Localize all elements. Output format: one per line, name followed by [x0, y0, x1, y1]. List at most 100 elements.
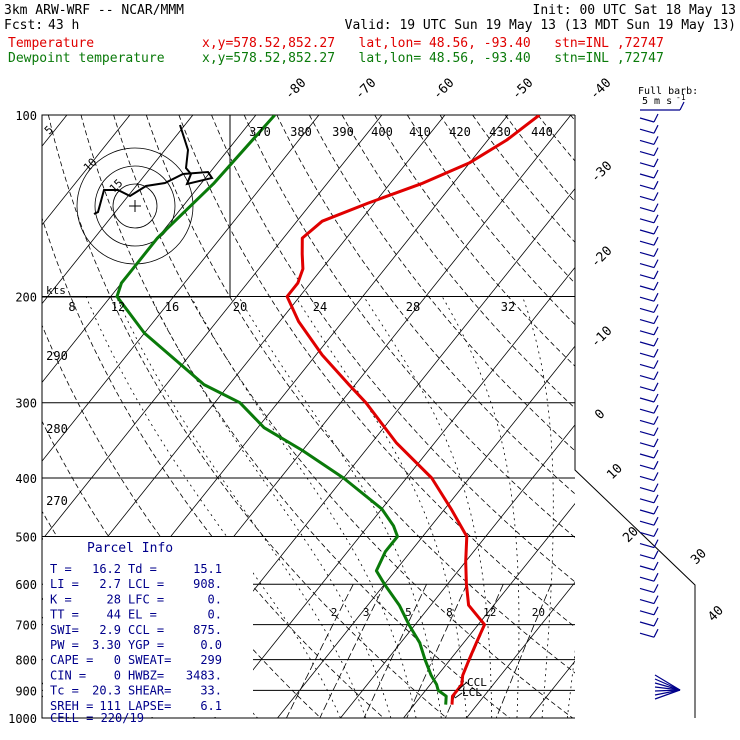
- isotherm: [593, 115, 740, 718]
- hodograph-ring-label: 5: [42, 123, 56, 137]
- wind-barb: [639, 397, 655, 403]
- wind-barb: [639, 184, 655, 190]
- wind-barb: [654, 674, 681, 691]
- theta-label: 410: [409, 125, 431, 139]
- wind-barb: [653, 472, 659, 481]
- dry-adiabat: [537, 115, 575, 162]
- wind-barb: [639, 296, 655, 302]
- parcel-info-value: 44: [107, 608, 121, 622]
- isotherm: [0, 115, 4, 718]
- wind-barb: [653, 136, 659, 145]
- wind-barb: [639, 229, 655, 235]
- isotherm-label: -20: [588, 244, 615, 271]
- wind-barb: [639, 475, 655, 481]
- parcel-info-value: 6.1: [200, 699, 222, 713]
- isotherm-label: 30: [688, 546, 710, 568]
- init-time: Init: 00 UTC Sat 18 May 13: [532, 3, 737, 18]
- wind-barb: [653, 494, 659, 504]
- pressure-label: 300: [15, 397, 37, 411]
- wind-barb: [639, 587, 655, 593]
- parcel-info-panel: [43, 537, 253, 717]
- wind-scale-label: 24: [313, 300, 327, 314]
- wind-barb: [654, 689, 681, 700]
- wind-barb: [653, 360, 659, 369]
- barb-legend-sample: [679, 101, 685, 111]
- parcel-info-key: LFC =: [128, 592, 164, 606]
- wind-barb: [639, 610, 655, 616]
- isotherm: [42, 115, 131, 226]
- valid-time: Valid: 19 UTC Sun 19 May 13 (13 MDT Sun …: [344, 18, 736, 33]
- dry-adiabat: [80, 115, 510, 718]
- parcel-info-value: 0: [114, 668, 121, 682]
- theta-label: 420: [449, 125, 471, 139]
- parcel-info-value: 2.7: [99, 577, 121, 591]
- ccl-marker: CCL: [467, 676, 487, 689]
- parcel-info-key: LCL =: [128, 577, 164, 591]
- isotherm-label: -80: [282, 76, 309, 103]
- wind-barb: [639, 240, 655, 246]
- parcel-info-key: SWI=: [50, 623, 79, 637]
- parcel-info-key: EL =: [128, 608, 157, 622]
- parcel-info-key: Td =: [128, 562, 157, 576]
- isotherm: [42, 115, 320, 462]
- wind-barb: [639, 554, 655, 560]
- theta-label: 440: [531, 125, 553, 139]
- ccl-arrow: [457, 681, 468, 691]
- wind-barb: [653, 393, 659, 403]
- wind-barb: [639, 251, 655, 257]
- lcl-marker: LCL: [462, 686, 482, 699]
- pressure-label: 200: [15, 291, 37, 305]
- moist-adiabat: [85, 296, 341, 718]
- parcel-info-key: LAPSE=: [128, 699, 171, 713]
- isotherm-label: -30: [588, 159, 615, 186]
- dry-adiabat: [48, 115, 447, 718]
- wind-barb: [653, 438, 659, 448]
- parcel-info-value: 0.: [208, 608, 222, 622]
- isotherm-label: -40: [587, 76, 614, 103]
- mixing-ratio-label: 20: [532, 606, 545, 619]
- mixing-ratio-line: [363, 584, 427, 718]
- parcel-info-key: SHEAR=: [128, 684, 171, 698]
- parcel-info-key: YGP =: [128, 638, 164, 652]
- hodograph-ring: [112, 183, 158, 229]
- parcel-info-value: 2.9: [99, 623, 121, 637]
- pressure-label: 900: [15, 684, 37, 698]
- wind-barb: [653, 539, 659, 548]
- moist-adiabat: [363, 296, 493, 718]
- theta-label: 280: [46, 422, 68, 436]
- dry-adiabat: [42, 216, 384, 718]
- theta-label: 390: [332, 125, 354, 139]
- model-title: 3km ARW-WRF -- NCAR/MMM: [4, 3, 185, 18]
- wind-barb: [653, 326, 659, 336]
- hodograph-units: kts: [46, 284, 66, 297]
- wind-barb: [653, 483, 659, 492]
- parcel-info-value: 908.: [193, 577, 222, 591]
- parcel-info-value: 0.0: [200, 638, 222, 652]
- wind-barb: [653, 248, 659, 257]
- wind-barb: [653, 505, 659, 515]
- hodograph-ring: [94, 165, 176, 247]
- mixing-ratio-label: 12: [483, 606, 496, 619]
- wind-barb: [653, 416, 659, 425]
- parcel-info-value: 3483.: [186, 668, 222, 682]
- plot-frame-right: [574, 115, 696, 718]
- parcel-info-key: SREH =: [50, 699, 93, 713]
- wind-barb: [653, 427, 659, 436]
- dry-adiabat: [276, 115, 575, 495]
- parcel-info-key: T =: [50, 562, 72, 576]
- wind-barb: [653, 113, 659, 123]
- theta-label: 290: [46, 349, 68, 363]
- mixing-ratio-line: [319, 584, 386, 718]
- wind-barb: [653, 192, 659, 201]
- parcel-info-key: CAPE =: [50, 653, 93, 667]
- wind-barb: [639, 139, 655, 145]
- parcel-info-value: 875.: [193, 623, 222, 637]
- mixing-ratio-label: 8: [446, 606, 453, 619]
- theta-label: 370: [249, 125, 271, 139]
- wind-barb: [653, 259, 659, 268]
- wind-barb: [639, 151, 655, 157]
- wind-scale-label: 20: [233, 300, 247, 314]
- wind-barb: [639, 285, 655, 291]
- wind-barb: [653, 460, 659, 470]
